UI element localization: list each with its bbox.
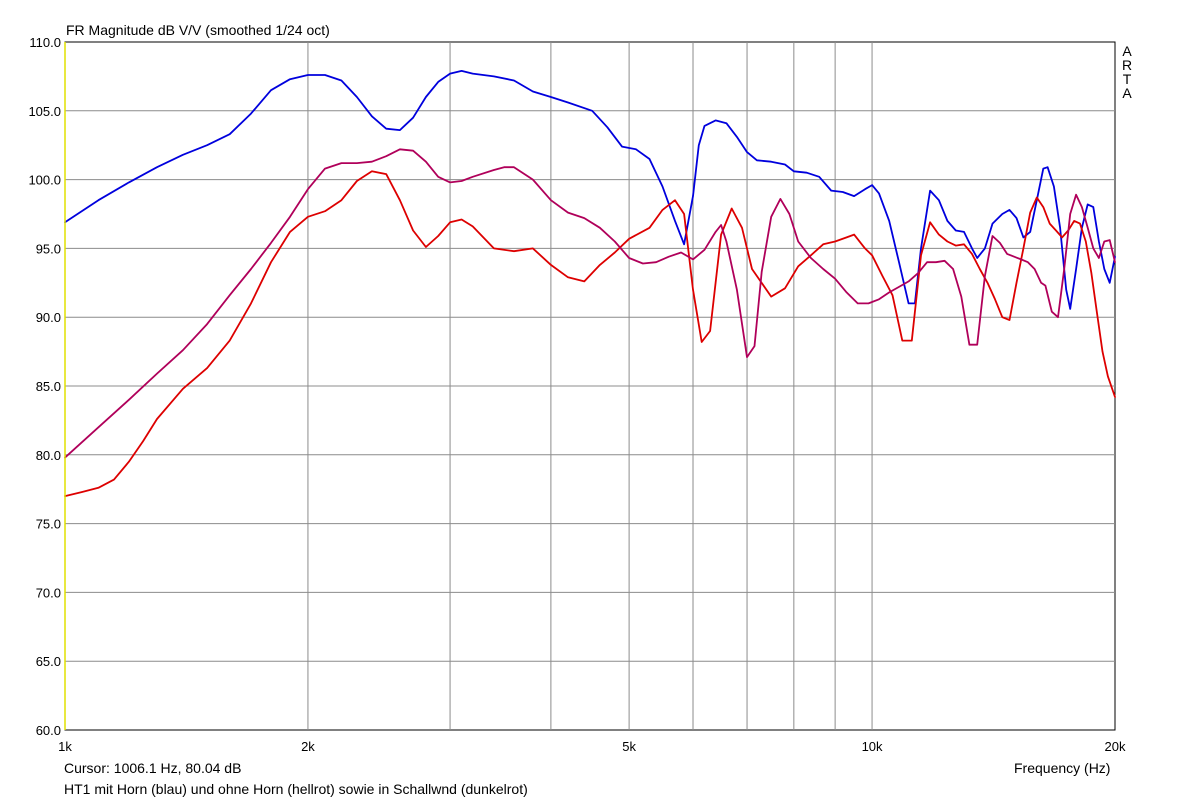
arta-logo-letter: A: [1122, 85, 1132, 101]
x-tick-label: 1k: [58, 739, 72, 754]
y-tick-label: 70.0: [36, 585, 61, 600]
series-lines: [64, 70, 1116, 497]
x-axis-label: Frequency (Hz): [1014, 760, 1111, 776]
y-tick-label: 110.0: [29, 35, 61, 50]
x-tick-label: 5k: [622, 739, 636, 754]
y-tick-label: 100.0: [28, 173, 61, 188]
y-tick-label: 80.0: [36, 448, 61, 463]
arta-logo-letter: T: [1122, 71, 1132, 87]
arta-logo-letter: A: [1122, 43, 1132, 59]
chart-title: FR Magnitude dB V/V (smoothed 1/24 oct): [66, 22, 330, 38]
y-tick-label: 105.0: [28, 104, 61, 119]
series-line-0: [64, 70, 1116, 310]
x-tick-label: 10k: [862, 739, 883, 754]
y-tick-labels: 60.0 65.0 70.0 75.0 80.0 85.0 90.0 95.0 100.0 105…: [28, 35, 61, 738]
x-tick-label: 2k: [301, 739, 315, 754]
arta-logo-letter: R: [1121, 57, 1133, 73]
chart-caption: HT1 mit Horn (blau) und ohne Horn (hellr…: [64, 781, 528, 797]
series-line-1: [64, 170, 1116, 497]
y-tick-label: 65.0: [36, 654, 61, 669]
cursor-readout: Cursor: 1006.1 Hz, 80.04 dB: [64, 760, 242, 776]
y-tick-label: 75.0: [36, 517, 61, 532]
y-tick-label: 95.0: [36, 241, 61, 256]
x-tick-label: 20k: [1105, 739, 1126, 754]
x-tick-labels: 1k 2k 5k 10k 20k: [58, 739, 1126, 754]
series-line-2: [64, 148, 1116, 459]
y-tick-label: 85.0: [36, 379, 61, 394]
y-tick-label: 90.0: [36, 310, 61, 325]
y-tick-label: 60.0: [36, 723, 61, 738]
